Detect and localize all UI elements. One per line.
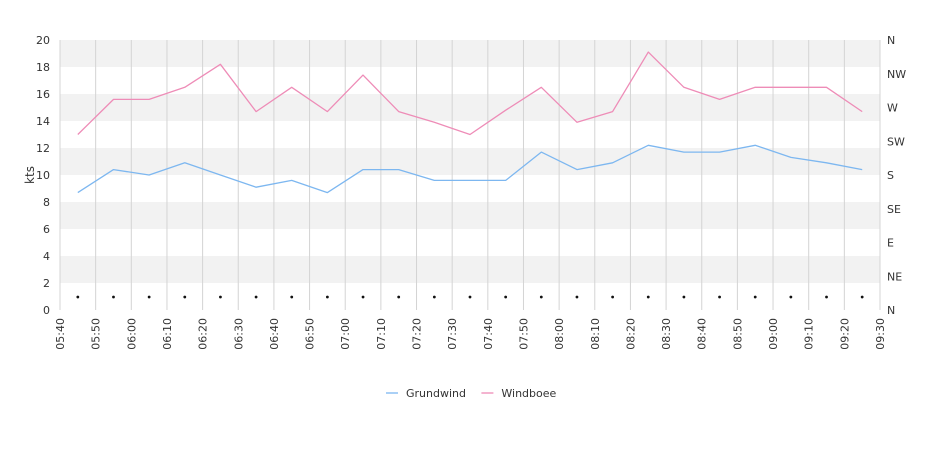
direction-marker <box>611 295 615 299</box>
grid-band <box>60 148 880 175</box>
direction-marker <box>254 295 258 299</box>
y-tick-label: 16 <box>36 88 50 101</box>
direction-marker <box>290 295 294 299</box>
x-tick-label: 07:20 <box>411 318 424 350</box>
x-tick-label: 08:30 <box>660 318 673 350</box>
y-tick-label: 2 <box>43 277 50 290</box>
x-tick-label: 06:00 <box>125 318 138 350</box>
direction-tick-label: E <box>887 237 894 250</box>
direction-marker <box>825 295 828 299</box>
series-lines <box>77 51 863 194</box>
grid-band <box>60 202 880 229</box>
y-tick-label: 12 <box>36 142 50 155</box>
y-tick-label: 18 <box>36 61 50 74</box>
direction-marker <box>183 295 187 299</box>
direction-marker <box>468 295 472 299</box>
direction-tick-label: NE <box>887 270 902 283</box>
x-tick-label: 07:30 <box>446 318 459 350</box>
direction-marker <box>325 295 329 299</box>
direction-markers <box>76 295 864 299</box>
direction-marker <box>219 295 222 299</box>
x-tick-label: 05:40 <box>54 318 67 350</box>
x-tick-label: 09:10 <box>803 318 816 350</box>
x-tick-label: 09:00 <box>767 318 780 350</box>
direction-tick-label: S <box>887 169 894 182</box>
y-tick-label: 20 <box>36 34 50 47</box>
direction-marker <box>112 295 115 299</box>
direction-marker <box>860 295 864 299</box>
direction-marker <box>789 295 793 299</box>
direction-tick-label: W <box>887 102 898 115</box>
x-tick-label: 09:20 <box>838 318 851 350</box>
x-tick-label: 05:50 <box>90 318 103 350</box>
legend: Grundwind Windboee <box>386 387 557 400</box>
x-tick-label: 07:40 <box>482 318 495 350</box>
x-tick-label: 06:20 <box>197 318 210 350</box>
direction-marker <box>361 295 365 299</box>
direction-tick-label: SE <box>887 203 901 216</box>
x-tick-label: 07:50 <box>517 318 530 350</box>
x-tick-label: 06:10 <box>161 318 174 350</box>
grid-bands <box>60 40 880 310</box>
y-axis-ticks: 0 2 4 6 8 10 12 14 16 18 20 <box>36 34 50 317</box>
grid-band <box>60 256 880 283</box>
y-tick-label: 6 <box>43 223 50 236</box>
direction-marker <box>718 295 721 299</box>
grid-band <box>60 175 880 202</box>
direction-tick-label: SW <box>887 135 905 148</box>
direction-marker <box>504 295 508 299</box>
x-tick-label: 08:10 <box>589 318 602 350</box>
x-tick-label: 08:00 <box>553 318 566 350</box>
direction-marker <box>753 295 757 299</box>
x-tick-label: 07:00 <box>339 318 352 350</box>
vertical-gridlines <box>59 40 881 310</box>
y-tick-label: 0 <box>43 304 50 317</box>
series-line <box>77 51 863 136</box>
direction-tick-label: NW <box>887 68 906 81</box>
direction-marker <box>76 295 80 299</box>
grid-band <box>60 40 880 67</box>
direction-marker <box>147 295 151 299</box>
y-tick-label: 14 <box>36 115 50 128</box>
x-tick-label: 08:20 <box>624 318 637 350</box>
direction-tick-label: N <box>887 304 895 317</box>
y-tick-label: 4 <box>43 250 50 263</box>
x-tick-label: 07:10 <box>375 318 388 350</box>
direction-marker <box>539 295 543 299</box>
direction-tick-label: N <box>887 34 895 47</box>
grid-band <box>60 229 880 256</box>
direction-marker <box>397 295 401 299</box>
y-tick-label: 8 <box>43 196 50 209</box>
direction-marker <box>575 295 579 299</box>
grid-band <box>60 67 880 94</box>
direction-marker <box>682 295 686 299</box>
direction-marker <box>432 295 436 299</box>
y-tick-label: 10 <box>36 169 50 182</box>
legend-label: Windboee <box>501 387 556 400</box>
direction-axis-ticks: N NE E SE S SW W NW N <box>887 34 906 317</box>
x-tick-label: 06:50 <box>304 318 317 350</box>
x-tick-label: 09:30 <box>874 318 887 350</box>
x-tick-label: 06:30 <box>232 318 245 350</box>
x-tick-label: 08:50 <box>731 318 744 350</box>
x-tick-label: 06:40 <box>268 318 281 350</box>
x-axis-ticks: 05:40 05:50 06:00 06:10 06:20 06:30 06:40 06:50… <box>54 318 887 350</box>
grid-band <box>60 94 880 121</box>
direction-marker <box>646 295 650 299</box>
legend-label: Grundwind <box>406 387 466 400</box>
x-tick-label: 08:40 <box>696 318 709 350</box>
series-line <box>77 144 863 194</box>
y-axis-label: kts <box>23 166 37 184</box>
